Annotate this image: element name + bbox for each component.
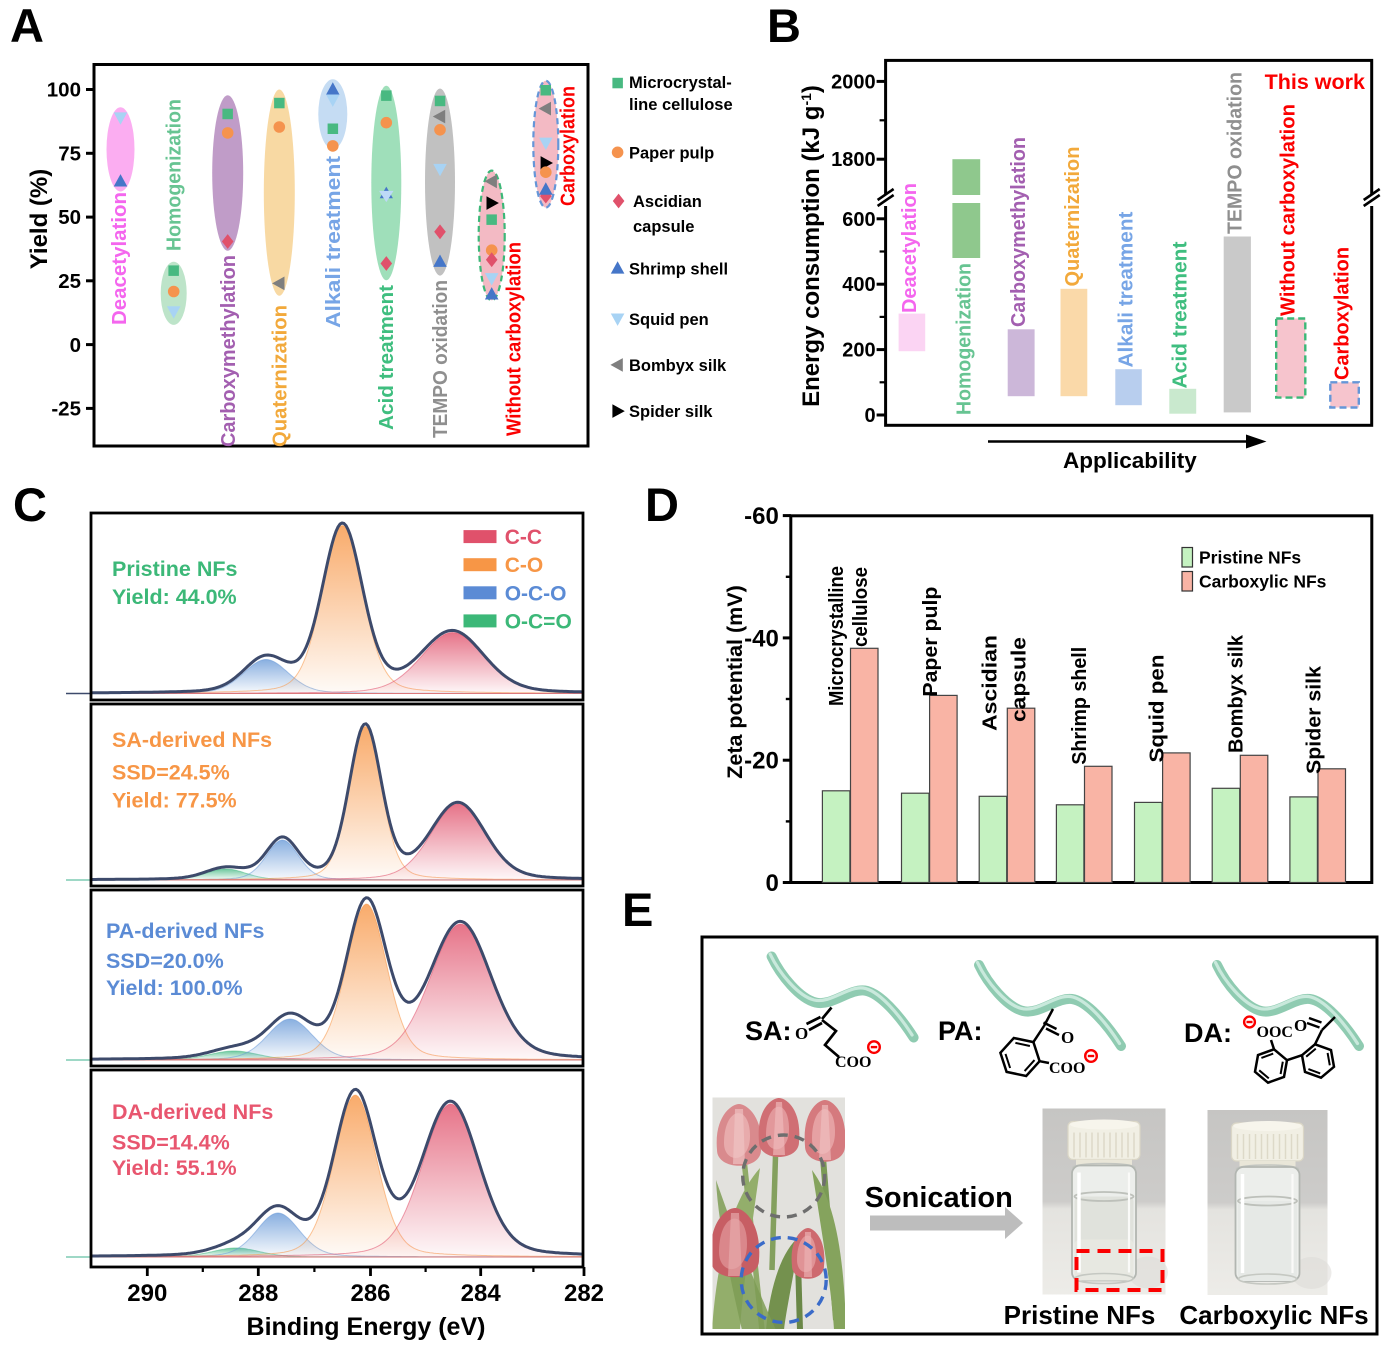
svg-text:Pristine NFs: Pristine NFs <box>112 557 237 581</box>
svg-text:O: O <box>1294 1016 1307 1035</box>
svg-text:Ascidian: Ascidian <box>980 635 1002 731</box>
svg-text:capsule: capsule <box>633 218 694 236</box>
svg-text:Quaternization: Quaternization <box>1062 147 1084 287</box>
svg-text:capsule: capsule <box>1009 637 1031 722</box>
svg-text:O: O <box>795 1024 808 1043</box>
svg-text:Applicability: Applicability <box>1063 448 1197 473</box>
svg-text:Carboxylation: Carboxylation <box>1332 247 1354 380</box>
svg-text:Pristine NFs: Pristine NFs <box>1004 1300 1156 1330</box>
svg-text:Shrimp shell: Shrimp shell <box>1069 647 1091 765</box>
svg-text:SSD=20.0%: SSD=20.0% <box>106 949 224 973</box>
svg-text:290: 290 <box>127 1280 167 1307</box>
svg-text:400: 400 <box>842 274 875 296</box>
svg-text:This work: This work <box>1265 70 1365 94</box>
svg-text:SSD=24.5%: SSD=24.5% <box>112 761 230 785</box>
svg-text:Yield: 44.0%: Yield: 44.0% <box>112 585 237 609</box>
svg-text:0: 0 <box>864 405 875 427</box>
svg-text:Alkali treatment: Alkali treatment <box>1116 211 1138 367</box>
svg-text:0: 0 <box>765 870 778 897</box>
svg-text:SSD=14.4%: SSD=14.4% <box>112 1131 230 1155</box>
svg-text:B: B <box>767 0 801 52</box>
svg-text:284: 284 <box>461 1280 502 1307</box>
svg-text:0: 0 <box>70 334 81 357</box>
svg-text:DA-derived NFs: DA-derived NFs <box>112 1100 273 1124</box>
svg-text:1800: 1800 <box>831 149 876 171</box>
svg-text:Paper pulp: Paper pulp <box>629 145 714 163</box>
svg-text:COO: COO <box>835 1054 871 1071</box>
svg-text:C-O: C-O <box>505 554 544 577</box>
svg-text:Yield (%): Yield (%) <box>26 169 53 269</box>
svg-text:Without carboxylation: Without carboxylation <box>1278 104 1300 316</box>
svg-text:Zeta potential (mV): Zeta potential (mV) <box>723 585 747 779</box>
svg-text:Deacetylation: Deacetylation <box>899 183 921 313</box>
svg-text:Homogenization: Homogenization <box>164 99 186 251</box>
svg-text:O-C=O: O-C=O <box>505 610 572 633</box>
svg-text:50: 50 <box>58 206 81 229</box>
svg-text:Acid treatment: Acid treatment <box>376 285 398 430</box>
svg-text:COO: COO <box>1049 1060 1085 1077</box>
svg-text:Bombyx silk: Bombyx silk <box>629 357 727 375</box>
svg-text:282: 282 <box>564 1280 604 1307</box>
svg-text:Carboxymethylation: Carboxymethylation <box>1008 137 1030 327</box>
svg-text:Yield: 100.0%: Yield: 100.0% <box>106 976 243 1000</box>
svg-text:Spider silk: Spider silk <box>629 403 713 421</box>
svg-text:PA-derived NFs: PA-derived NFs <box>106 919 265 943</box>
svg-text:TEMPO oxidation: TEMPO oxidation <box>430 280 452 438</box>
svg-text:Deacetylation: Deacetylation <box>109 192 131 325</box>
svg-text:A: A <box>10 0 44 52</box>
svg-text:O-C-O: O-C-O <box>505 582 567 605</box>
svg-text:cellulose: cellulose <box>850 567 872 647</box>
svg-text:Pristine NFs: Pristine NFs <box>1199 548 1301 568</box>
svg-text:Yield: 55.1%: Yield: 55.1% <box>112 1156 237 1180</box>
svg-text:TEMPO oxidation: TEMPO oxidation <box>1224 72 1246 234</box>
svg-text:SA:: SA: <box>745 1016 792 1046</box>
svg-text:Squid pen: Squid pen <box>629 311 709 329</box>
svg-text:Acid treatment: Acid treatment <box>1170 241 1192 388</box>
svg-text:E: E <box>622 883 653 936</box>
svg-text:D: D <box>645 478 679 531</box>
svg-text:-40: -40 <box>744 625 779 652</box>
svg-text:Sonication: Sonication <box>865 1182 1013 1214</box>
svg-text:25: 25 <box>58 270 81 293</box>
svg-text:75: 75 <box>58 143 81 166</box>
svg-text:Microcrystalline: Microcrystalline <box>826 566 848 706</box>
svg-text:Shrimp shell: Shrimp shell <box>629 261 728 279</box>
svg-text:100: 100 <box>47 79 81 102</box>
svg-text:288: 288 <box>238 1280 278 1307</box>
svg-text:O: O <box>1061 1028 1074 1047</box>
svg-text:-60: -60 <box>744 503 779 530</box>
svg-text:Carboxylation: Carboxylation <box>558 86 580 206</box>
svg-text:Bombyx silk: Bombyx silk <box>1226 634 1248 753</box>
svg-text:Spider silk: Spider silk <box>1303 665 1325 774</box>
svg-text:Binding Energy (eV): Binding Energy (eV) <box>247 1313 486 1341</box>
svg-text:200: 200 <box>842 340 875 362</box>
svg-text:-25: -25 <box>51 398 81 421</box>
svg-text:286: 286 <box>350 1280 390 1307</box>
svg-text:Alkali treatment: Alkali treatment <box>323 156 345 328</box>
svg-text:2000: 2000 <box>831 71 876 93</box>
svg-text:-20: -20 <box>744 748 779 775</box>
svg-text:Carboxylic NFs: Carboxylic NFs <box>1199 572 1327 592</box>
svg-text:600: 600 <box>842 209 875 231</box>
svg-text:C: C <box>13 478 47 531</box>
svg-text:Homogenization: Homogenization <box>953 263 975 415</box>
svg-text:SA-derived NFs: SA-derived NFs <box>112 728 272 752</box>
svg-text:Yield: 77.5%: Yield: 77.5% <box>112 789 237 813</box>
svg-text:Without carboxylation: Without carboxylation <box>503 242 525 436</box>
svg-text:PA:: PA: <box>938 1016 983 1046</box>
svg-text:Microcrystal-: Microcrystal- <box>629 74 732 92</box>
svg-text:Quaternization: Quaternization <box>269 305 291 447</box>
svg-text:Ascidian: Ascidian <box>633 193 702 211</box>
svg-text:OOC: OOC <box>1257 1024 1293 1041</box>
svg-text:DA:: DA: <box>1184 1018 1232 1048</box>
svg-text:line cellulose: line cellulose <box>629 96 733 114</box>
svg-text:Carboxymethylation: Carboxymethylation <box>218 255 240 447</box>
svg-text:C-C: C-C <box>505 526 542 549</box>
svg-text:Paper pulp: Paper pulp <box>920 587 942 697</box>
svg-text:Energy consumption (kJ g-1): Energy consumption (kJ g-1) <box>798 85 825 407</box>
svg-text:Carboxylic NFs: Carboxylic NFs <box>1179 1300 1368 1330</box>
svg-text:Squid pen: Squid pen <box>1147 655 1169 763</box>
